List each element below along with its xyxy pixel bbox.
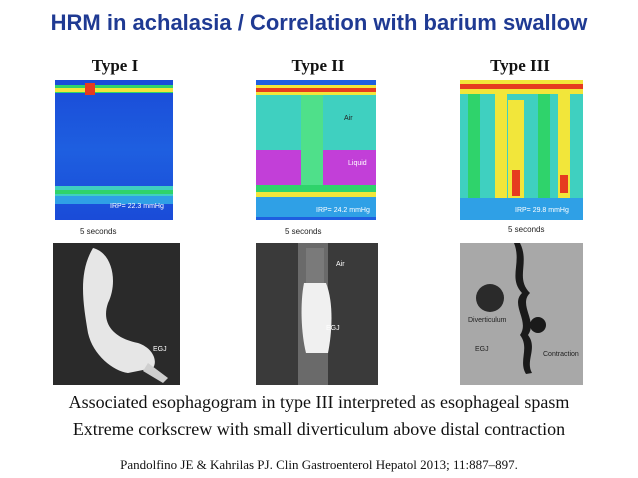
heading-type-2: Type II	[291, 56, 345, 75]
slide-title: HRM in achalasia / Correlation with bari…	[50, 10, 588, 35]
time-scale-type-2: 5 seconds	[285, 227, 322, 236]
hrm-label-liquid: Liquid	[348, 160, 367, 167]
xray-label-diverticulum: Diverticulum	[468, 317, 507, 324]
caption-line-2: Extreme corkscrew with small diverticulu…	[72, 419, 566, 439]
hrm-plot-type-1: IRP= 22.3 mmHg	[55, 80, 173, 220]
time-scale-type-1: 5 seconds	[80, 227, 117, 236]
barium-swallow-type-2: Air EGJ	[256, 243, 378, 385]
heading-type-1: Type I	[91, 56, 139, 75]
barium-swallow-type-1: EGJ	[53, 243, 180, 385]
reference-citation: Pandolfino JE & Kahrilas PJ. Clin Gastro…	[120, 457, 518, 472]
xray-label-egj-type-3: EGJ	[475, 346, 489, 353]
hrm-plot-type-2: Air Liquid IRP= 24.2 mmHg	[256, 80, 376, 220]
hrm-plot-type-3: IRP= 29.8 mmHg	[460, 80, 583, 220]
irp-value-type-3: IRP= 29.8 mmHg	[515, 207, 569, 214]
caption-line-1: Associated esophagogram in type III inte…	[68, 392, 570, 412]
xray-label-egj-type-1: EGJ	[153, 346, 167, 353]
xray-label-egj-type-2: EGJ	[326, 325, 340, 332]
irp-value-type-2: IRP= 24.2 mmHg	[316, 207, 370, 214]
xray-label-air: Air	[336, 261, 345, 268]
hrm-label-air: Air	[344, 115, 353, 122]
time-scale-type-3: 5 seconds	[508, 225, 545, 234]
barium-swallow-type-3: Diverticulum EGJ Contraction	[460, 243, 583, 385]
irp-value-type-1: IRP= 22.3 mmHg	[110, 203, 164, 210]
xray-label-contraction: Contraction	[543, 351, 579, 358]
heading-type-3: Type III	[490, 56, 550, 75]
